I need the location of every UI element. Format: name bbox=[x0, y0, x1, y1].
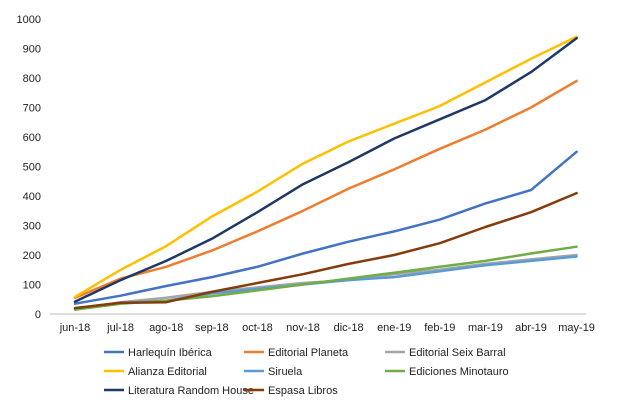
y-tick-label: 400 bbox=[23, 191, 41, 203]
x-tick-label: mar-19 bbox=[468, 322, 503, 334]
x-tick-label: abr-19 bbox=[515, 322, 547, 334]
y-tick-label: 300 bbox=[23, 221, 41, 233]
y-tick-label: 600 bbox=[23, 132, 41, 144]
y-tick-label: 900 bbox=[23, 44, 41, 56]
x-tick-label: jun-18 bbox=[59, 322, 91, 334]
legend-label: Literatura Random House bbox=[128, 385, 254, 397]
y-tick-label: 500 bbox=[23, 162, 41, 174]
x-tick-label: ago-18 bbox=[149, 322, 183, 334]
series-line-2 bbox=[73, 79, 578, 300]
legend-label: Siruela bbox=[268, 366, 303, 378]
y-tick-label: 200 bbox=[23, 250, 41, 262]
series-line-4 bbox=[73, 35, 578, 299]
legend-label: Espasa Libros bbox=[268, 385, 338, 397]
x-tick-label: feb-19 bbox=[424, 322, 455, 334]
legend-label: Editorial Seix Barral bbox=[409, 347, 506, 359]
y-axis: 0 100 200 300 400 500 600 700 800 900 1000 bbox=[17, 14, 41, 321]
series-line-7 bbox=[73, 36, 578, 303]
x-tick-label: may-19 bbox=[558, 322, 595, 334]
legend-label: Harlequín Ibérica bbox=[128, 347, 213, 359]
legend-item: Harlequín Ibérica bbox=[104, 347, 213, 359]
legend-label: Ediciones Minotauro bbox=[409, 366, 509, 378]
x-tick-label: jul-18 bbox=[106, 322, 134, 334]
y-tick-label: 100 bbox=[23, 280, 41, 292]
legend-item: Editorial Planeta bbox=[244, 347, 349, 359]
y-tick-label: 700 bbox=[23, 103, 41, 115]
legend-label: Editorial Planeta bbox=[268, 347, 349, 359]
legend-item: Literatura Random House bbox=[104, 385, 254, 397]
x-tick-label: ene-19 bbox=[377, 322, 411, 334]
y-tick-label: 800 bbox=[23, 73, 41, 85]
legend: Harlequín Ibérica Editorial Planeta Editor… bbox=[104, 347, 509, 397]
x-tick-label: sep-18 bbox=[195, 322, 229, 334]
x-tick-label: nov-18 bbox=[286, 322, 320, 334]
series-line-8 bbox=[73, 191, 578, 310]
legend-item: Espasa Libros bbox=[244, 385, 338, 397]
legend-item: Editorial Seix Barral bbox=[385, 347, 506, 359]
legend-label: Alianza Editorial bbox=[128, 366, 207, 378]
y-tick-label: 0 bbox=[35, 309, 41, 321]
legend-item: Siruela bbox=[244, 366, 303, 378]
series-line-1 bbox=[73, 150, 578, 305]
legend-item: Ediciones Minotauro bbox=[385, 366, 509, 378]
y-tick-label: 1000 bbox=[17, 14, 41, 26]
x-tick-label: dic-18 bbox=[334, 322, 364, 334]
x-tick-label: oct-18 bbox=[242, 322, 273, 334]
x-axis: jun-18 jul-18 ago-18 sep-18 oct-18 nov-18 dic-… bbox=[50, 313, 595, 334]
plot-area bbox=[73, 35, 578, 311]
legend-item: Alianza Editorial bbox=[104, 366, 207, 378]
